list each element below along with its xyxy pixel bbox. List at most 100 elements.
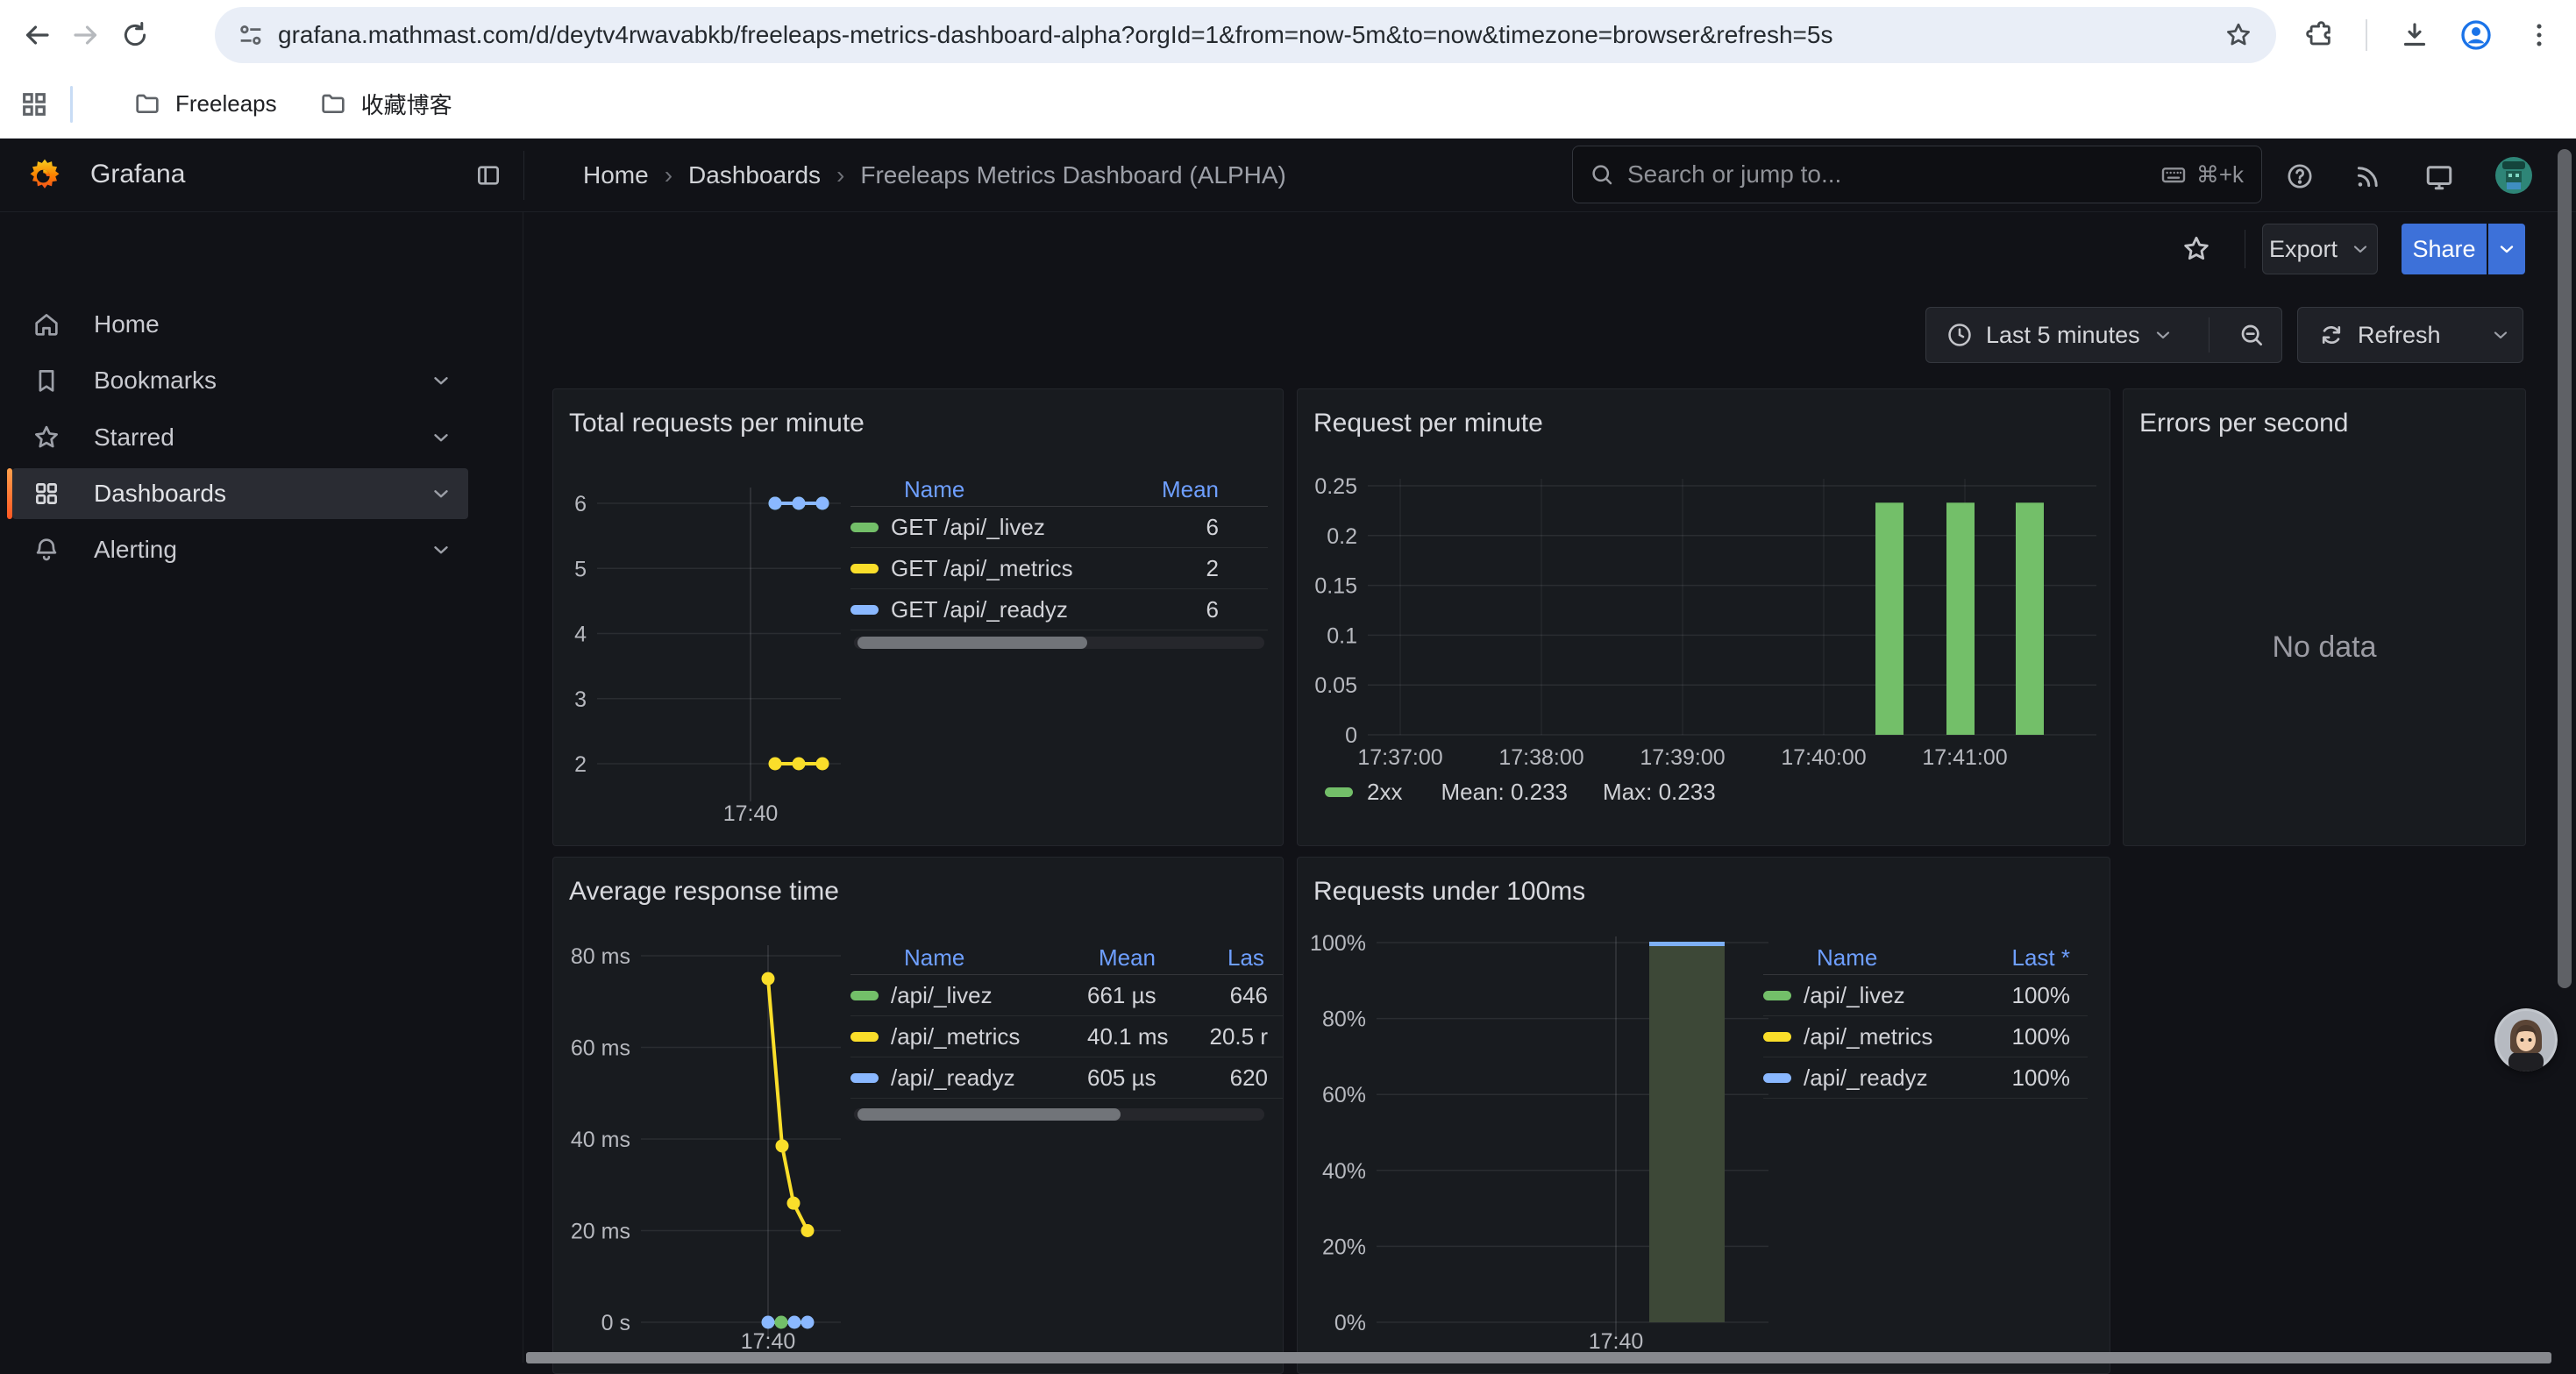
refresh-button[interactable]: Refresh	[2297, 307, 2523, 363]
folder-icon	[133, 90, 161, 118]
search-placeholder: Search or jump to...	[1627, 160, 2160, 189]
chart-under-100ms[interactable]: 100%80%60%40%20%0%17:40	[1298, 858, 2110, 1374]
legend-row[interactable]: /api/_readyz605 µs620	[850, 1057, 1284, 1099]
chevron-down-icon[interactable]	[430, 369, 452, 392]
data-point[interactable]	[775, 1316, 788, 1329]
data-point[interactable]	[793, 758, 806, 771]
data-point[interactable]	[816, 758, 829, 771]
back-icon[interactable]	[12, 11, 61, 60]
legend-scrollbar[interactable]	[854, 637, 1264, 649]
horizontal-scrollbar[interactable]	[526, 1352, 2551, 1363]
x-axis-tick-label: 17:40:00	[1781, 745, 1866, 770]
bookmark-star-icon[interactable]	[2224, 20, 2253, 50]
search-input[interactable]: Search or jump to... ⌘+k	[1572, 146, 2262, 203]
sidebar-item-dashboards[interactable]: Dashboards	[12, 468, 468, 519]
bookmark-folder-freeleaps[interactable]: Freeleaps	[133, 90, 277, 118]
y-axis-tick-label: 80%	[1322, 1007, 1366, 1032]
legend-row[interactable]: GET /api/_metrics2	[850, 548, 1268, 589]
panel-request-per-minute: Request per minute 0.250.20.150.10.05017…	[1297, 388, 2110, 846]
favorite-star-icon[interactable]	[2181, 233, 2212, 265]
legend-column-header[interactable]: Name	[850, 476, 1136, 503]
download-icon[interactable]	[2390, 11, 2439, 60]
legend-row[interactable]: /api/_readyz100%	[1763, 1057, 2088, 1099]
user-avatar[interactable]	[2495, 157, 2532, 194]
extensions-icon[interactable]	[2295, 11, 2345, 60]
site-info-icon[interactable]	[236, 20, 266, 50]
zoom-out-icon[interactable]	[2238, 321, 2266, 349]
y-axis-tick-label: 2	[574, 752, 587, 777]
legend-max: Max: 0.233	[1603, 779, 1716, 806]
data-point[interactable]	[762, 1316, 775, 1329]
data-point[interactable]	[787, 1197, 801, 1210]
breadcrumb: Home › Dashboards › Freeleaps Metrics Da…	[583, 161, 1286, 189]
bar-under-100ms[interactable]	[1649, 943, 1725, 1322]
profile-icon[interactable]	[2451, 11, 2501, 60]
series-value: 6	[1136, 596, 1268, 623]
sidebar-item-home[interactable]: Home	[7, 299, 468, 350]
legend-row[interactable]: /api/_metrics100%	[1763, 1016, 2088, 1057]
sidebar-toggle-icon[interactable]	[474, 161, 502, 189]
sidebar-item-label: Dashboards	[94, 480, 226, 508]
y-axis-tick-label: 40%	[1322, 1159, 1366, 1184]
chevron-down-icon[interactable]	[430, 426, 452, 449]
assistant-avatar[interactable]	[2494, 1008, 2558, 1071]
legend-row[interactable]: GET /api/_readyz 6	[850, 589, 1268, 630]
share-button[interactable]: Share	[2402, 224, 2487, 274]
sidebar-item-starred[interactable]: Starred	[7, 412, 468, 463]
grafana-logo-icon[interactable]	[26, 157, 63, 194]
legend-row[interactable]: GET /api/_livez6	[850, 507, 1268, 548]
brand-name[interactable]: Grafana	[90, 160, 185, 189]
panel-title[interactable]: Errors per second	[2139, 409, 2348, 438]
legend-column-header[interactable]: Mean	[1087, 944, 1201, 972]
chevron-down-icon[interactable]	[430, 538, 452, 561]
url-text[interactable]: grafana.mathmast.com/d/deytv4rwavabkb/fr…	[278, 21, 2224, 49]
legend-row[interactable]: /api/_livez100%	[1763, 975, 2088, 1016]
data-point[interactable]	[816, 497, 829, 510]
sidebar-item-bookmarks[interactable]: Bookmarks	[7, 355, 468, 406]
legend-container: NameMean GET /api/_livez6GET /api/_metric…	[850, 473, 1268, 630]
data-point[interactable]	[762, 972, 775, 986]
help-icon[interactable]	[2285, 161, 2315, 191]
y-axis-tick-label: 60%	[1322, 1083, 1366, 1107]
legend-column-header[interactable]: Name	[1763, 944, 1956, 972]
legend-column-header[interactable]: Name	[850, 944, 1087, 972]
vertical-scrollbar[interactable]	[2558, 149, 2572, 988]
legend-column-header[interactable]: Last *	[1956, 944, 2088, 972]
search-shortcut: ⌘+k	[2160, 160, 2244, 189]
data-point[interactable]	[769, 497, 782, 510]
browser-menu-icon[interactable]	[2515, 11, 2564, 60]
bar-2xx[interactable]	[1875, 502, 1904, 735]
data-point[interactable]	[769, 758, 782, 771]
export-button[interactable]: Export	[2262, 224, 2378, 274]
reload-icon[interactable]	[110, 11, 160, 60]
time-range-picker[interactable]: Last 5 minutes	[1925, 307, 2282, 363]
chevron-down-icon[interactable]	[430, 482, 452, 505]
data-point[interactable]	[801, 1224, 815, 1237]
chart-request-per-minute[interactable]: 0.250.20.150.10.05017:37:0017:38:0017:39…	[1298, 389, 2110, 846]
series-name: GET /api/_readyz	[891, 596, 1068, 623]
series-value: 100%	[1956, 1023, 2088, 1050]
breadcrumb-home[interactable]: Home	[583, 161, 649, 189]
apps-grid-icon[interactable]	[19, 89, 49, 119]
bar-2xx[interactable]	[2016, 502, 2044, 735]
bar-2xx[interactable]	[1946, 502, 1975, 735]
data-point[interactable]	[788, 1316, 801, 1329]
data-point[interactable]	[801, 1316, 815, 1329]
legend-column-header[interactable]: Mean	[1136, 476, 1268, 503]
data-point[interactable]	[793, 497, 806, 510]
share-dropdown-button[interactable]	[2488, 224, 2525, 274]
forward-icon[interactable]	[61, 11, 110, 60]
data-point[interactable]	[776, 1139, 789, 1152]
legend-2xx[interactable]: 2xx Mean: 0.233 Max: 0.233	[1325, 779, 1716, 806]
legend-row[interactable]: /api/_livez661 µs646	[850, 975, 1284, 1016]
legend-column-header[interactable]: Las	[1201, 944, 1284, 972]
sidebar-item-alerting[interactable]: Alerting	[7, 524, 468, 575]
breadcrumb-dashboards[interactable]: Dashboards	[688, 161, 821, 189]
breadcrumb-separator: ›	[649, 161, 688, 189]
legend-row[interactable]: /api/_metrics40.1 ms20.5 r	[850, 1016, 1284, 1057]
bookmark-folder-blogs[interactable]: 收藏博客	[319, 88, 452, 120]
url-bar[interactable]: grafana.mathmast.com/d/deytv4rwavabkb/fr…	[215, 7, 2276, 63]
legend-scrollbar[interactable]	[854, 1108, 1264, 1121]
monitor-icon[interactable]	[2423, 161, 2455, 193]
rss-icon[interactable]	[2353, 161, 2383, 191]
